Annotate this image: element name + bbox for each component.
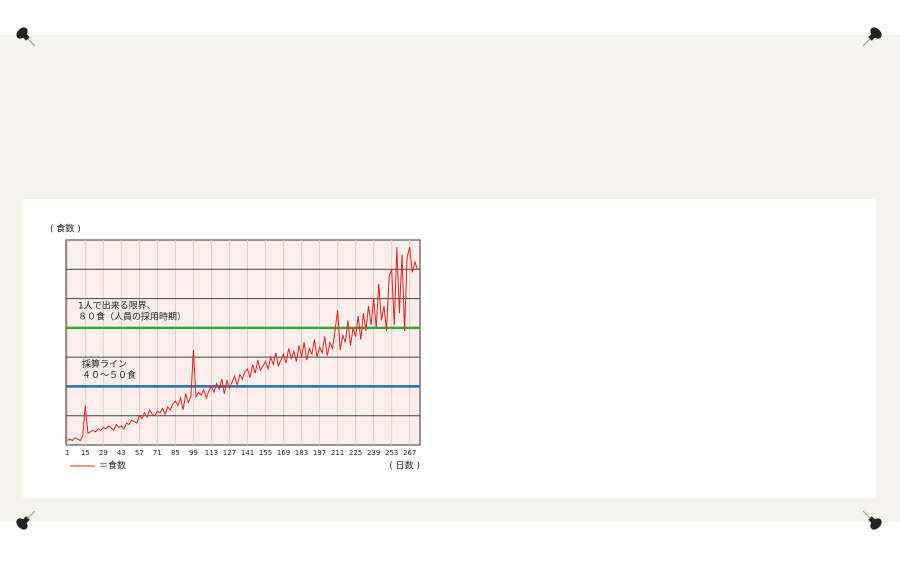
x-tick-label: 225	[349, 449, 362, 457]
x-tick-label: 267	[403, 449, 416, 457]
x-tick-label: 183	[295, 449, 308, 457]
x-tick-label: 113	[205, 449, 218, 457]
annotation: 採算ライン	[82, 358, 127, 370]
x-tick-label: 71	[153, 449, 162, 457]
plot-area	[65, 239, 421, 446]
x-tick-label: 141	[241, 449, 254, 457]
data-line	[67, 247, 418, 442]
x-tick-label: 29	[99, 449, 108, 457]
x-axis-label: ( 日数 )	[389, 460, 420, 472]
x-tick-label: 85	[171, 449, 180, 457]
annotation: ８０食（人員の採用時期）	[78, 310, 186, 322]
annotation: 1人で出来る限界、	[78, 299, 156, 311]
x-tick-label: 197	[313, 449, 326, 457]
x-tick-label: 99	[189, 449, 198, 457]
x-tick-label: 57	[135, 449, 144, 457]
x-tick-label: 43	[117, 449, 126, 457]
x-tick-label: 127	[223, 449, 236, 457]
x-tick-label: 211	[331, 449, 344, 457]
x-tick-label: 155	[259, 449, 272, 457]
legend-label: ＝食数	[99, 460, 126, 472]
annotation: ４０〜５０食	[82, 369, 136, 381]
x-tick-label: 15	[81, 449, 90, 457]
x-tick-label: 1	[65, 449, 69, 457]
pins	[16, 27, 882, 530]
x-tick-label: 169	[277, 449, 290, 457]
x-tick-label: 253	[385, 449, 398, 457]
y-axis-label: ( 食数 )	[50, 223, 81, 235]
x-tick-label: 239	[367, 449, 380, 457]
